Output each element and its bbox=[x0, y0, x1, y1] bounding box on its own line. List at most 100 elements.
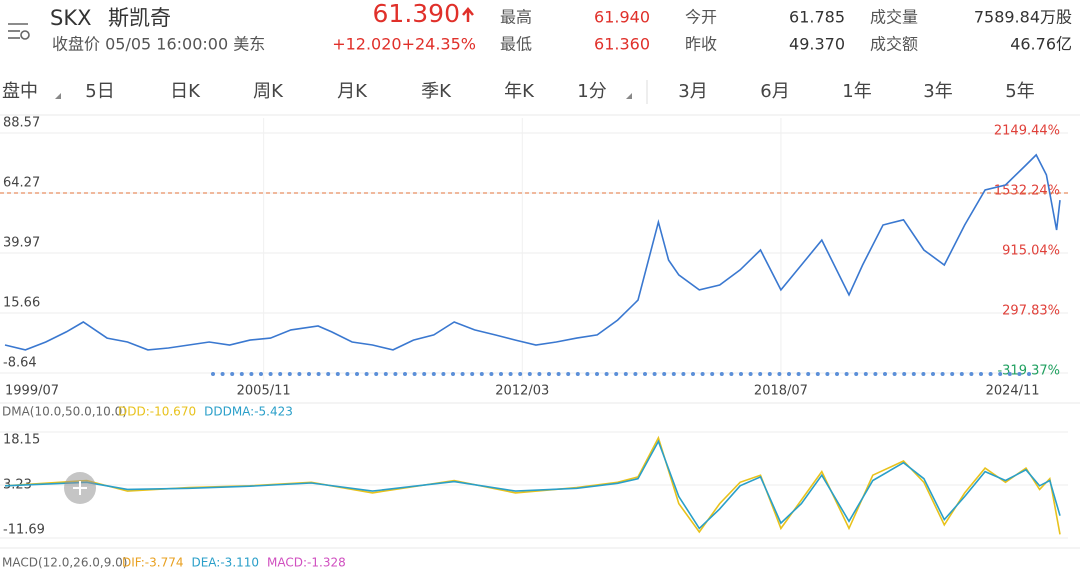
event-dot bbox=[748, 372, 753, 376]
price: 61.390 bbox=[373, 0, 460, 28]
event-dot bbox=[998, 372, 1003, 376]
event-dot bbox=[767, 372, 772, 376]
stat-value: 61.360 bbox=[594, 35, 650, 54]
event-dot bbox=[268, 372, 273, 376]
event-dot bbox=[1027, 372, 1031, 376]
event-dot bbox=[719, 372, 724, 376]
event-dot bbox=[259, 372, 263, 376]
event-dot bbox=[604, 372, 609, 376]
event-dot bbox=[815, 372, 820, 376]
event-dot bbox=[230, 372, 235, 376]
tab[interactable]: 盘中 bbox=[2, 81, 38, 102]
x-tick-label: 2005/11 bbox=[237, 384, 291, 399]
x-tick-label: 2024/11 bbox=[986, 384, 1040, 399]
event-dot bbox=[911, 372, 916, 376]
menu-icon[interactable] bbox=[8, 23, 30, 40]
event-dot bbox=[527, 372, 532, 376]
event-dot bbox=[575, 372, 580, 376]
tab[interactable]: 6月 bbox=[760, 81, 789, 102]
event-dot bbox=[345, 372, 350, 376]
tab[interactable]: 日K bbox=[170, 81, 201, 102]
y-tick-label: 18.15 bbox=[3, 433, 40, 448]
event-dot bbox=[892, 372, 897, 376]
event-dot bbox=[710, 372, 715, 376]
event-dot bbox=[585, 372, 590, 376]
event-dot bbox=[623, 372, 628, 376]
legend-entry: DIF:-3.774 bbox=[122, 556, 183, 570]
event-dot bbox=[499, 372, 503, 376]
event-dot bbox=[249, 372, 254, 376]
tab[interactable]: 5年 bbox=[1005, 81, 1034, 102]
event-dot bbox=[806, 372, 811, 376]
event-dot bbox=[787, 372, 791, 376]
event-dot bbox=[979, 372, 983, 376]
event-dot bbox=[883, 372, 887, 376]
up-arrow bbox=[462, 7, 474, 22]
event-dot bbox=[297, 372, 302, 376]
tab[interactable]: 1年 bbox=[842, 81, 871, 102]
event-dot bbox=[316, 372, 321, 376]
event-dot bbox=[921, 372, 926, 376]
event-dot bbox=[595, 372, 599, 376]
event-dot bbox=[393, 372, 398, 376]
event-dot bbox=[931, 372, 935, 376]
tab[interactable]: 3年 bbox=[923, 81, 952, 102]
stat-label: 成交量 bbox=[870, 8, 918, 27]
x-tick-label: 2012/03 bbox=[495, 384, 549, 399]
event-dot bbox=[537, 372, 542, 376]
event-dot bbox=[335, 372, 340, 376]
crosshair-icon bbox=[73, 481, 87, 495]
y2-tick-label: -319.37% bbox=[997, 364, 1060, 379]
event-dot bbox=[547, 372, 551, 376]
event-dot bbox=[835, 372, 839, 376]
event-dot bbox=[239, 372, 244, 376]
event-dot bbox=[355, 372, 359, 376]
tab[interactable]: 月K bbox=[337, 81, 368, 102]
event-dot bbox=[326, 372, 331, 376]
dropdown-caret bbox=[626, 93, 632, 99]
tab[interactable]: 周K bbox=[253, 81, 284, 102]
event-dot bbox=[633, 372, 638, 376]
event-dot bbox=[671, 372, 676, 376]
event-dot bbox=[220, 372, 225, 376]
stat-value: 61.785 bbox=[789, 8, 845, 27]
event-dot bbox=[556, 372, 561, 376]
event-dot bbox=[969, 372, 974, 376]
event-dot bbox=[729, 372, 734, 376]
dropdown-caret bbox=[55, 93, 61, 99]
tab[interactable]: 年K bbox=[504, 81, 535, 102]
y-tick-label: 64.27 bbox=[3, 175, 40, 190]
event-dot bbox=[700, 372, 705, 376]
tab[interactable]: 1分 bbox=[577, 81, 606, 102]
event-dot bbox=[460, 372, 465, 376]
event-dot bbox=[739, 372, 743, 376]
ticker: SKX bbox=[50, 6, 92, 30]
stat-label: 今开 bbox=[685, 8, 717, 27]
event-dot bbox=[796, 372, 801, 376]
event-dot bbox=[374, 372, 379, 376]
event-dot bbox=[518, 372, 523, 376]
event-dot bbox=[863, 372, 868, 376]
event-dot bbox=[451, 372, 455, 376]
event-dot bbox=[959, 372, 964, 376]
event-dot bbox=[489, 372, 494, 376]
tab[interactable]: 3月 bbox=[678, 81, 707, 102]
event-dot bbox=[431, 372, 436, 376]
event-dot bbox=[662, 372, 667, 376]
event-dot bbox=[825, 372, 830, 376]
event-dot bbox=[412, 372, 417, 376]
tab[interactable]: 5日 bbox=[85, 81, 114, 102]
event-dot bbox=[681, 372, 686, 376]
dma-line bbox=[4, 439, 1061, 530]
event-dot bbox=[1007, 372, 1012, 376]
y-tick-label: -8.64 bbox=[3, 356, 37, 371]
legend-entry: DDDMA:-5.423 bbox=[204, 405, 293, 419]
change: +12.020+24.35% bbox=[332, 35, 476, 54]
stat-value: 49.370 bbox=[789, 35, 845, 54]
event-dot bbox=[441, 372, 446, 376]
event-dot bbox=[1017, 372, 1022, 376]
tab[interactable]: 季K bbox=[421, 81, 452, 102]
y-tick-label: -11.69 bbox=[3, 523, 45, 538]
stat-label: 昨收 bbox=[685, 35, 717, 54]
